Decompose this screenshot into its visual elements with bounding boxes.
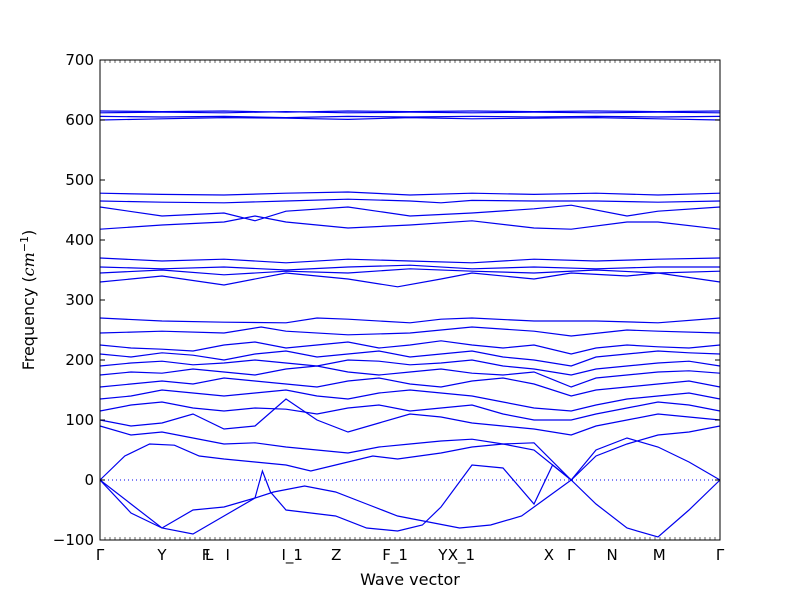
band-line-1 bbox=[99, 479, 721, 538]
x-axis-label: Wave vector bbox=[360, 570, 460, 589]
band-line-21 bbox=[99, 198, 721, 204]
y-tick-label: 500 bbox=[65, 171, 94, 189]
band-line-11 bbox=[99, 350, 721, 367]
band-line-2 bbox=[99, 464, 572, 532]
y-ticks: −100 0 100 200 300 400 500 600 700 bbox=[53, 51, 720, 549]
band-line-24 bbox=[99, 115, 721, 119]
band-line-19 bbox=[99, 215, 721, 230]
y-axis-label-close: ) bbox=[19, 230, 38, 236]
y-axis-label-exponent: −1 bbox=[18, 236, 31, 252]
band-line-16 bbox=[99, 268, 721, 276]
x-tick-label: L bbox=[205, 546, 214, 564]
y-tick-label: −100 bbox=[53, 531, 94, 549]
y-axis-label-unit: cm bbox=[19, 252, 38, 276]
band-line-14 bbox=[99, 317, 721, 324]
y-axis-label: Frequency (cm−1) bbox=[18, 230, 38, 371]
x-tick-label: M bbox=[653, 546, 666, 564]
band-line-6 bbox=[99, 401, 721, 421]
y-tick-label: 400 bbox=[65, 231, 94, 249]
x-tick-label: X bbox=[544, 546, 554, 564]
series-layer bbox=[99, 110, 721, 538]
band-line-25 bbox=[99, 110, 721, 114]
band-line-17 bbox=[99, 264, 720, 271]
y-tick-label: 100 bbox=[65, 411, 94, 429]
y-tick-label: 600 bbox=[65, 111, 94, 129]
x-tick-label: Y bbox=[437, 546, 448, 564]
y-tick-label: 700 bbox=[65, 51, 94, 69]
band-line-9 bbox=[99, 365, 721, 388]
band-line-3 bbox=[99, 437, 721, 481]
band-line-10 bbox=[99, 359, 721, 376]
x-tick-label: Γ bbox=[716, 546, 725, 564]
band-line-23 bbox=[99, 116, 721, 121]
band-line-4 bbox=[99, 425, 721, 481]
band-line-8 bbox=[99, 377, 721, 397]
y-tick-label: 0 bbox=[84, 471, 94, 489]
y-tick-label: 300 bbox=[65, 291, 94, 309]
x-tick-label: Z bbox=[331, 546, 341, 564]
y-axis-label-main: Frequency ( bbox=[19, 276, 38, 370]
x-ticks: Γ Y FL I I_1 Z F_1 Y X_1 X Γ N M Γ bbox=[96, 60, 725, 565]
band-line-13 bbox=[99, 326, 721, 337]
band-line-5 bbox=[99, 398, 721, 436]
band-line-18 bbox=[99, 257, 721, 264]
x-tick-label: I bbox=[226, 546, 230, 564]
x-tick-label: F_1 bbox=[382, 546, 408, 565]
band-line-12 bbox=[99, 340, 721, 355]
y-tick-label: 200 bbox=[65, 351, 94, 369]
band-line-7 bbox=[99, 389, 721, 412]
x-tick-label: Y bbox=[156, 546, 167, 564]
x-tick-label: X_1 bbox=[448, 546, 475, 565]
plot-area: −100 0 100 200 300 400 500 600 700 Γ Y FL I I_1 Z F_1 Y… bbox=[53, 51, 725, 565]
x-tick-label: I_1 bbox=[281, 546, 302, 565]
x-tick-label: N bbox=[607, 546, 618, 564]
band-line-20 bbox=[99, 204, 721, 222]
x-tick-label: Γ bbox=[567, 546, 576, 564]
band-line-26 bbox=[99, 110, 721, 113]
x-tick-label: Γ bbox=[96, 546, 105, 564]
band-line-22 bbox=[99, 191, 721, 196]
band-line-15 bbox=[99, 272, 721, 288]
x-tick-label: F bbox=[202, 546, 211, 564]
